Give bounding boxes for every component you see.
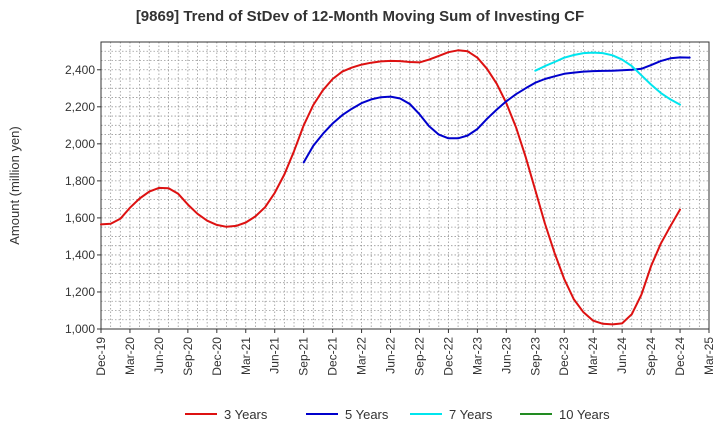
legend: 3 Years 5 Years 7 Years 10 Years (185, 407, 610, 422)
y-tick-label: 1,200 (65, 285, 95, 299)
y-tick-label: 1,400 (65, 248, 95, 262)
x-tick-label: Mar-20 (123, 337, 137, 375)
y-tick-label: 2,000 (65, 137, 95, 151)
y-tick-label: 1,800 (65, 174, 95, 188)
x-tick-label: Sep-20 (181, 337, 195, 376)
x-gridlines (100, 42, 710, 329)
y-tick-label: 2,200 (65, 100, 95, 114)
x-tick-label: Dec-24 (673, 337, 687, 376)
x-tick-label: Sep-21 (297, 337, 311, 376)
x-tick-label: Sep-22 (412, 337, 426, 376)
y-tick-label: 2,400 (65, 63, 95, 77)
x-tick-label: Dec-21 (326, 337, 340, 376)
plot-area (101, 42, 709, 329)
x-tick-label: Mar-24 (586, 337, 600, 375)
plot-border (100, 41, 710, 330)
x-tick-label: Dec-22 (441, 337, 455, 376)
legend-label-5-years: 5 Years (345, 407, 389, 422)
y-tick-label: 1,000 (65, 322, 95, 336)
y-tick-label: 1,600 (65, 211, 95, 225)
y-axis: 1,000 1,200 1,400 1,600 1,800 2,000 2,200 2,400 (65, 63, 101, 336)
legend-label-10-years: 10 Years (559, 407, 610, 422)
x-tick-label: Mar-21 (239, 337, 253, 375)
x-tick-label: Mar-23 (470, 337, 484, 375)
x-tick-label: Jun-23 (499, 337, 513, 374)
x-axis: Dec-19 Mar-20 Jun-20 Sep-20 Dec-20 Mar-21 Jun-… (94, 329, 716, 376)
x-tick-label: Dec-19 (94, 337, 108, 376)
y-axis-label: Amount (million yen) (7, 126, 22, 245)
chart-title: [9869] Trend of StDev of 12-Month Moving… (135, 8, 585, 25)
x-tick-label: Jun-22 (384, 337, 398, 374)
x-tick-label: Sep-24 (644, 337, 658, 376)
x-tick-label: Mar-25 (702, 337, 716, 375)
x-tick-label: Jun-20 (152, 337, 166, 374)
x-tick-label: Dec-23 (557, 337, 571, 376)
x-tick-label: Jun-21 (268, 337, 282, 374)
x-tick-label: Sep-23 (528, 337, 542, 376)
legend-label-3-years: 3 Years (224, 407, 268, 422)
series-line-7-years (534, 51, 681, 106)
legend-label-7-years: 7 Years (449, 407, 493, 422)
x-tick-label: Jun-24 (615, 337, 629, 374)
series-line-3-years (100, 49, 681, 326)
x-tick-label: Mar-22 (355, 337, 369, 375)
x-tick-label: Dec-20 (210, 337, 224, 376)
series-line-5-years (302, 56, 691, 164)
